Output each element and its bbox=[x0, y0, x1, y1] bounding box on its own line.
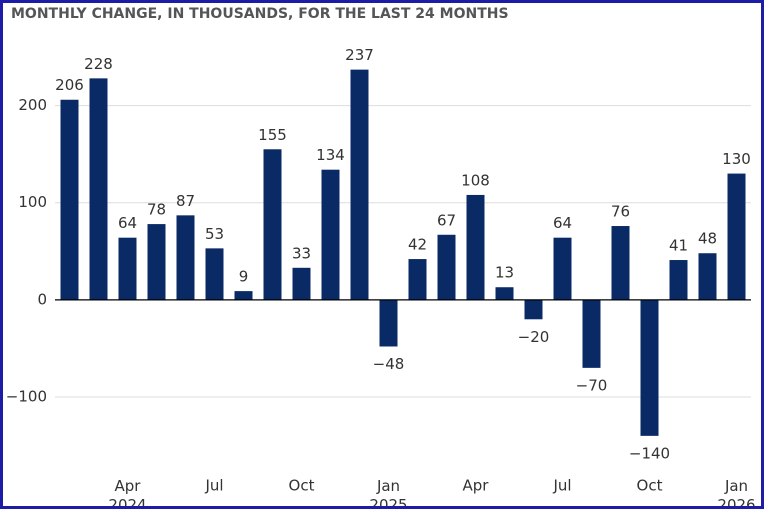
x-tick-label: Oct bbox=[637, 477, 663, 495]
chart-title: MONTHLY CHANGE, IN THOUSANDS, FOR THE LA… bbox=[11, 6, 509, 22]
bar bbox=[611, 226, 630, 300]
bar bbox=[205, 248, 224, 300]
bar bbox=[524, 299, 543, 320]
data-label: 78 bbox=[147, 201, 166, 219]
data-label: 108 bbox=[461, 171, 490, 189]
data-label: 206 bbox=[55, 76, 84, 94]
bar bbox=[379, 299, 398, 347]
data-label: 64 bbox=[553, 214, 572, 232]
y-tick-label: 200 bbox=[18, 96, 47, 114]
x-tick-label: Oct bbox=[289, 477, 315, 495]
data-label: 155 bbox=[258, 126, 287, 144]
data-label: 67 bbox=[437, 211, 456, 229]
data-label: 237 bbox=[345, 46, 374, 64]
bar bbox=[292, 267, 311, 300]
bar bbox=[118, 237, 137, 300]
bar bbox=[350, 69, 369, 300]
x-tick-label: Apr bbox=[463, 477, 490, 495]
data-label: 9 bbox=[239, 268, 249, 286]
bar bbox=[176, 215, 195, 300]
data-label: 64 bbox=[118, 214, 137, 232]
x-tick-label: Jul bbox=[552, 477, 571, 495]
data-label: 42 bbox=[408, 236, 427, 254]
bar bbox=[408, 259, 427, 300]
x-tick-label: Apr 2024 bbox=[108, 477, 146, 507]
data-label: 228 bbox=[84, 55, 113, 73]
bar bbox=[466, 194, 485, 300]
x-tick-label: Jul bbox=[204, 477, 223, 495]
data-label: −20 bbox=[518, 328, 550, 346]
bar bbox=[495, 287, 514, 300]
bar bbox=[60, 99, 79, 300]
bar bbox=[582, 299, 601, 368]
data-label: −70 bbox=[576, 376, 608, 394]
data-label: 134 bbox=[316, 146, 345, 164]
data-label: 130 bbox=[722, 150, 751, 168]
y-tick-label: 0 bbox=[37, 290, 47, 308]
data-label: 33 bbox=[292, 244, 311, 262]
bar bbox=[321, 169, 340, 300]
data-label: 76 bbox=[611, 203, 630, 221]
data-label: 48 bbox=[698, 230, 717, 248]
bar bbox=[698, 253, 717, 300]
bar bbox=[553, 237, 572, 300]
bar bbox=[640, 299, 659, 436]
x-tick-label: Jan 2025 bbox=[369, 477, 407, 507]
bar bbox=[234, 291, 253, 300]
bar bbox=[437, 234, 456, 300]
data-label: 13 bbox=[495, 264, 514, 282]
data-label: 53 bbox=[205, 225, 224, 243]
bar bbox=[669, 260, 688, 300]
bar bbox=[263, 149, 282, 300]
bar bbox=[147, 224, 166, 300]
data-label: 87 bbox=[176, 192, 195, 210]
data-label: 41 bbox=[669, 237, 688, 255]
chart: MONTHLY CHANGE, IN THOUSANDS, FOR THE LA… bbox=[6, 6, 756, 510]
y-tick-label: 100 bbox=[18, 193, 47, 211]
bar bbox=[89, 78, 108, 300]
data-label: −48 bbox=[373, 355, 405, 373]
y-tick-label: −100 bbox=[6, 388, 47, 406]
bar bbox=[727, 173, 746, 300]
data-label: −140 bbox=[629, 444, 670, 462]
x-tick-label: Jan 2026 bbox=[717, 477, 755, 507]
